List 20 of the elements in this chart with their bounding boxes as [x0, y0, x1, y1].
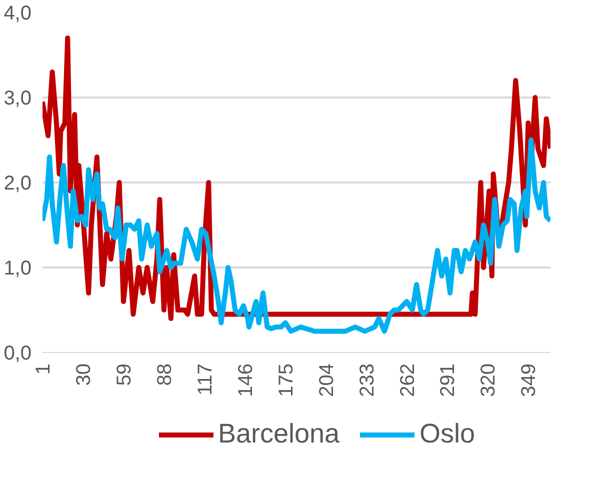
x-tick-label: 88 [154, 363, 176, 386]
x-tick-label: 291 [437, 363, 460, 397]
y-tick-label: 1,0 [4, 258, 32, 280]
x-tick-label: 1 [32, 364, 54, 375]
y-tick-label: 4,0 [4, 2, 32, 24]
x-tick-label: 117 [194, 363, 216, 396]
x-tick-label: 320 [478, 363, 500, 397]
x-tick-label: 146 [234, 363, 257, 397]
x-tick-label: 262 [396, 363, 419, 397]
x-tick-label: 204 [316, 363, 338, 397]
legend-label: Oslo [420, 418, 476, 450]
y-tick-label: 0,0 [4, 342, 32, 364]
x-tick-label: 349 [518, 363, 540, 397]
x-tick-label: 59 [113, 363, 136, 386]
y-tick-label: 3,0 [4, 88, 32, 110]
y-tick-label: 2,0 [4, 172, 32, 194]
x-tick-label: 233 [356, 363, 378, 397]
x-tick-label: 175 [275, 363, 298, 397]
legend-label: Barcelona [218, 418, 340, 450]
x-tick-label: 30 [72, 363, 95, 386]
